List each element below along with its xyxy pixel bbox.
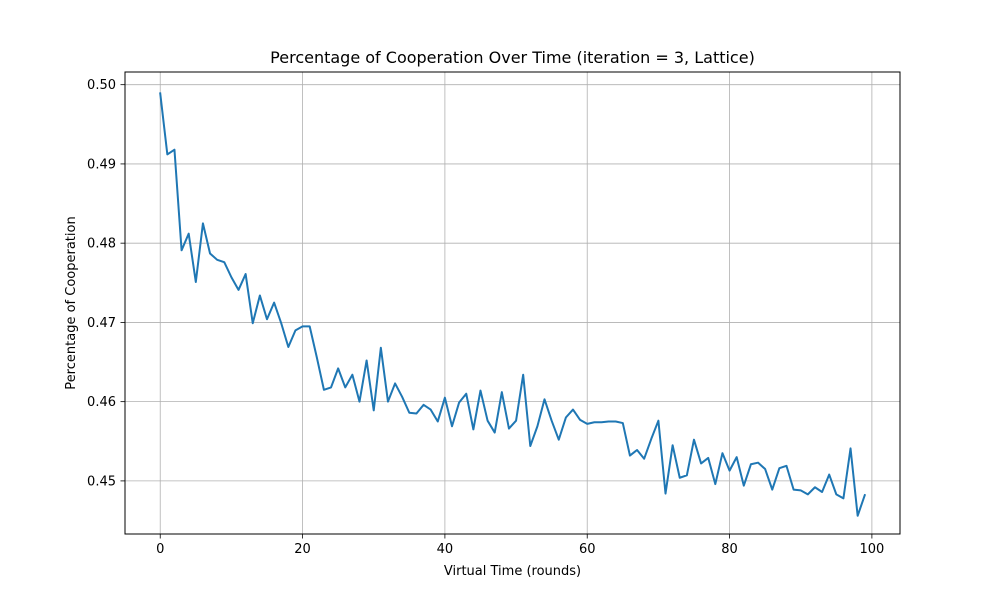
y-tick-label: 0.49 <box>87 157 116 172</box>
x-tick-label: 60 <box>579 542 596 557</box>
x-tick-label: 0 <box>156 542 164 557</box>
axes-ticks: 0 20 40 60 80 100 0.45 0.46 0.47 0.48 0.49 0.50 <box>87 78 884 557</box>
y-tick-label: 0.46 <box>87 395 116 410</box>
chart-title: Percentage of Cooperation Over Time (ite… <box>270 48 755 67</box>
x-tick-label: 20 <box>294 542 311 557</box>
x-tick-label: 40 <box>437 542 454 557</box>
y-tick-label: 0.47 <box>87 316 116 331</box>
y-axis-title: Percentage of Cooperation <box>64 216 79 389</box>
y-tick-label: 0.48 <box>87 237 116 252</box>
plot-frame <box>124 71 901 535</box>
series-line <box>159 92 867 517</box>
series-layer <box>159 92 867 517</box>
x-tick-label: 100 <box>859 542 884 557</box>
x-tick-label: 80 <box>721 542 738 557</box>
y-tick-label: 0.45 <box>87 474 116 489</box>
y-tick-label: 0.50 <box>87 78 116 93</box>
x-axis-title: Virtual Time (rounds) <box>444 564 581 579</box>
grid <box>125 72 900 534</box>
